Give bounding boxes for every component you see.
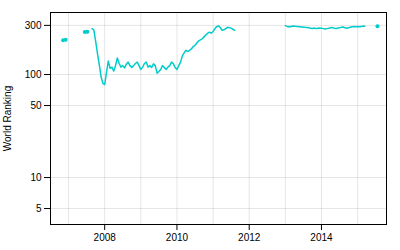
svg-text:5: 5 [36,203,42,214]
svg-text:50: 50 [30,100,42,111]
svg-text:300: 300 [25,20,42,31]
svg-text:2008: 2008 [94,232,117,243]
svg-text:2010: 2010 [166,232,189,243]
svg-text:2014: 2014 [310,232,333,243]
svg-text:2012: 2012 [238,232,261,243]
svg-text:10: 10 [30,172,42,183]
svg-text:World Ranking: World Ranking [2,86,13,151]
svg-text:100: 100 [25,69,42,80]
